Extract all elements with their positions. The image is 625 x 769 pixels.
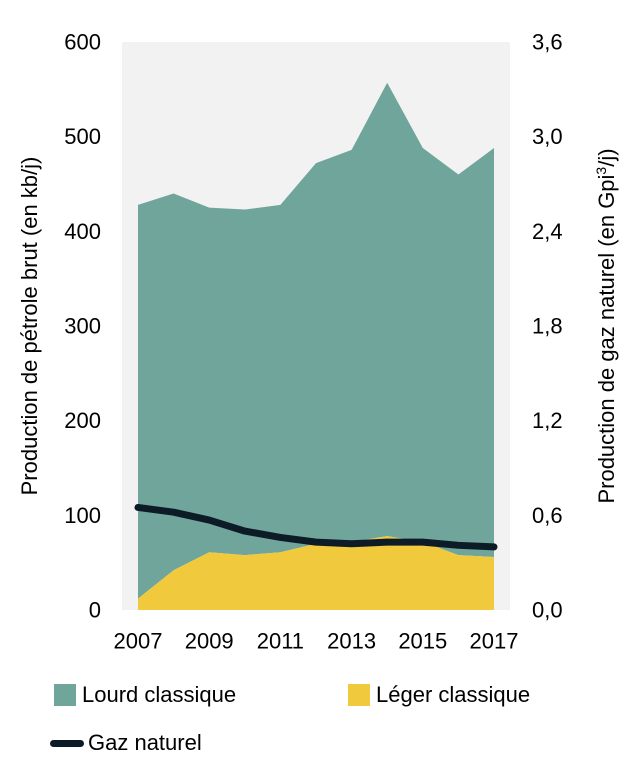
x-tick-label: 2015 [398, 629, 447, 654]
line-gaz-naturel [134, 503, 498, 551]
legend-item-lourd: Lourd classique [54, 682, 236, 708]
legend: Lourd classique Léger classique Gaz natu… [0, 670, 625, 769]
right-tick-label: 1,2 [532, 408, 563, 433]
x-tick-label: 2007 [114, 629, 163, 654]
right-tick-label: 0,0 [532, 598, 563, 623]
left-tick-label: 0 [89, 598, 101, 623]
legend-label-lourd: Lourd classique [82, 682, 237, 707]
right-axis-title-main: Production de gaz naturel (en Gpi [594, 175, 619, 504]
area-leger-classique [138, 536, 494, 610]
left-tick-label: 400 [64, 219, 101, 244]
x-tick-label: 2011 [257, 629, 304, 654]
area-lourd-classique [138, 82, 494, 599]
right-axis-title-sup: 3 [593, 167, 609, 175]
right-tick-label: 3,6 [532, 30, 563, 55]
left-tick-label: 100 [64, 503, 101, 528]
right-tick-label: 0,6 [532, 503, 563, 528]
right-axis-title: Production de gaz naturel (en Gpi3/j) [593, 148, 619, 503]
legend-swatch-leger [348, 684, 370, 706]
x-tick-label: 2013 [327, 629, 376, 654]
legend-label-leger: Léger classique [376, 682, 531, 707]
legend-swatch-lourd [54, 684, 76, 706]
right-tick-label: 2,4 [532, 219, 563, 244]
left-axis-title: Production de pétrole brut (en kb/j) [17, 157, 42, 496]
left-tick-label: 500 [64, 124, 101, 149]
right-tick-label: 3,0 [532, 124, 563, 149]
left-tick-label: 200 [64, 408, 101, 433]
left-tick-label: 300 [64, 314, 101, 339]
x-tick-label: 2017 [470, 629, 519, 654]
left-tick-label: 600 [64, 30, 101, 55]
right-tick-label: 1,8 [532, 314, 563, 339]
legend-swatch-gaz [50, 739, 84, 747]
chart: 0 100 200 300 400 500 600 0,0 0,6 1,2 1,8 2,4 3,0 3,… [17, 30, 619, 654]
legend-item-leger: Léger classique [348, 682, 530, 708]
legend-label-gaz: Gaz naturel [88, 730, 202, 755]
legend-item-gaz: Gaz naturel [50, 730, 202, 756]
x-tick-label: 2009 [185, 629, 234, 654]
right-axis-title-end: /j) [594, 148, 619, 166]
